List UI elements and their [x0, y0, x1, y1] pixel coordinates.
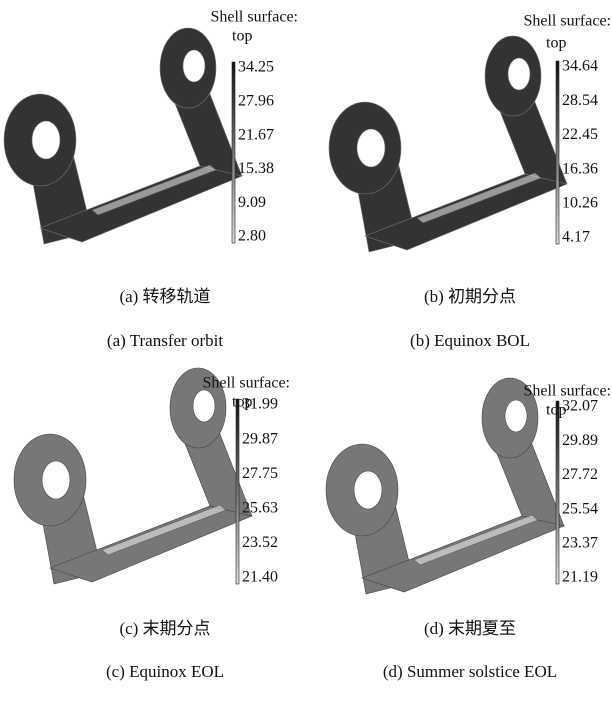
colorbar-tick-label: 34.64 — [562, 58, 598, 75]
colorbar-tick-label: 9.09 — [238, 194, 266, 211]
colorbar-tick-label: 29.89 — [562, 432, 598, 449]
colorbar-title: Shell surface: — [202, 375, 290, 392]
colorbar-tick-label: 21.67 — [238, 126, 274, 143]
colorbar-title: Shell surface: — [523, 13, 611, 30]
caption-cn: (d) 末期夏至 — [424, 619, 516, 638]
figure: Shell surface: top 34.25 27.96 21.67 15.38 9.0… — [0, 0, 612, 706]
colorbar-tick-label: 27.75 — [242, 465, 278, 482]
colorbar-subtitle: top — [232, 28, 252, 45]
structure-render — [326, 378, 564, 594]
colorbar-tick-label: 31.99 — [242, 396, 278, 413]
caption-en: (a) Transfer orbit — [107, 331, 223, 350]
colorbar-tick-label: 29.87 — [242, 430, 278, 447]
colorbar-tick-label: 2.80 — [238, 228, 266, 245]
colorbar — [236, 399, 239, 584]
colorbar-tick-label: 27.72 — [562, 466, 598, 483]
colorbar-tick-label: 10.26 — [562, 194, 598, 211]
colorbar-tick-label: 15.38 — [238, 160, 274, 177]
structure-render — [4, 28, 242, 244]
colorbar-tick-label: 16.36 — [562, 160, 598, 177]
colorbar-tick-label: 34.25 — [238, 59, 274, 76]
caption-cn: (c) 末期分点 — [119, 619, 210, 638]
colorbar-subtitle: top — [546, 35, 566, 52]
colorbar-tick-label: 4.17 — [562, 229, 590, 246]
colorbar-tick-label: 21.40 — [242, 569, 278, 586]
caption-cn: (b) 初期分点 — [424, 287, 516, 306]
caption-en: (d) Summer solstice EOL — [383, 662, 557, 681]
colorbar — [232, 62, 235, 243]
structure-render — [329, 36, 567, 252]
colorbar-tick-label: 23.52 — [242, 534, 278, 551]
colorbar-tick-label: 23.37 — [562, 534, 598, 551]
colorbar-tick-label: 32.07 — [562, 398, 598, 415]
colorbar-tick-label: 27.96 — [238, 92, 274, 109]
colorbar — [556, 401, 559, 584]
colorbar-tick-label: 25.54 — [562, 500, 598, 517]
colorbar-tick-label: 22.45 — [562, 126, 598, 143]
colorbar-title: Shell surface: — [210, 9, 298, 26]
colorbar-tick-label: 28.54 — [562, 92, 598, 109]
caption-en: (c) Equinox EOL — [106, 662, 224, 681]
colorbar-tick-label: 25.63 — [242, 499, 278, 516]
colorbar — [556, 61, 559, 244]
caption-en: (b) Equinox BOL — [410, 331, 530, 350]
colorbar-tick-label: 21.19 — [562, 569, 598, 586]
structure-render — [14, 368, 252, 584]
caption-cn: (a) 转移轨道 — [119, 287, 210, 306]
